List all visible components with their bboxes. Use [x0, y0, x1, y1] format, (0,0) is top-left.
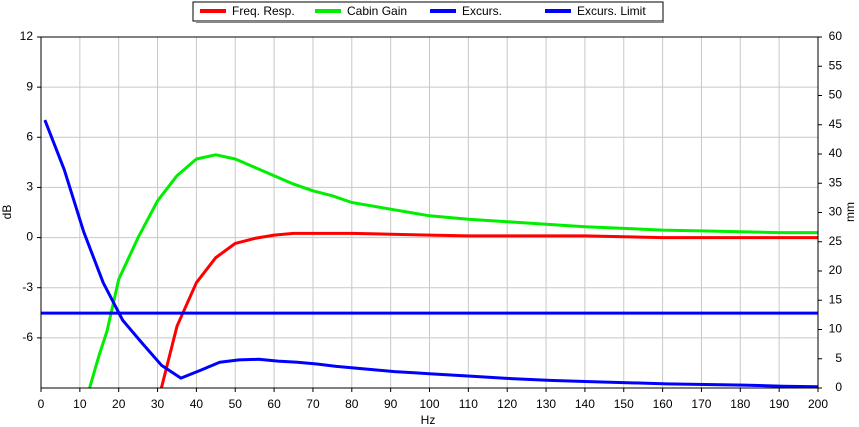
- legend-label: Excurs.: [462, 4, 502, 18]
- y2-tick-label: 60: [829, 29, 843, 43]
- y-tick-label: 6: [26, 129, 33, 143]
- x-tick-label: 70: [306, 397, 320, 411]
- x-tick-label: 140: [575, 397, 595, 411]
- x-tick-label: 190: [769, 397, 789, 411]
- series-line: [159, 231, 818, 389]
- x-axis-label: Hz: [421, 413, 436, 427]
- y-tick-label: 3: [26, 180, 33, 194]
- y2-tick-label: 15: [829, 292, 843, 306]
- y2-tick-label: 35: [829, 175, 843, 189]
- x-tick-label: 120: [497, 397, 517, 411]
- x-tick-label: 200: [808, 397, 828, 411]
- y-axis-label: dB: [0, 205, 14, 220]
- y2-tick-label: 5: [835, 351, 842, 365]
- y2-tick-label: 20: [829, 263, 843, 277]
- x-tick-label: 110: [459, 397, 478, 411]
- y2-tick-label: 0: [835, 380, 842, 394]
- y-tick-label: 9: [26, 79, 33, 93]
- y2-tick-label: 30: [829, 205, 843, 219]
- x-tick-label: 80: [345, 397, 359, 411]
- y2-tick-label: 40: [829, 146, 843, 160]
- y2-tick-label: 50: [829, 88, 843, 102]
- y-tick-label: 0: [26, 230, 33, 244]
- lines: [41, 119, 819, 389]
- y2-tick-label: 25: [829, 234, 843, 248]
- x-tick-label: 130: [536, 397, 556, 411]
- x-tick-label: 90: [384, 397, 398, 411]
- x-tick-label: 150: [614, 397, 634, 411]
- x-tick-label: 160: [653, 397, 673, 411]
- y2-tick-label: 55: [829, 58, 843, 72]
- y2-tick-label: 10: [829, 322, 843, 336]
- legend-label: Freq. Resp.: [232, 4, 295, 18]
- y2-axis-label: mm: [843, 202, 857, 222]
- x-tick-label: 50: [229, 397, 243, 411]
- y-tick-label: -3: [22, 280, 33, 294]
- x-tick-label: 40: [190, 397, 204, 411]
- x-tick-label: 170: [691, 397, 711, 411]
- legend-label: Cabin Gain: [347, 4, 407, 18]
- legend-label: Excurs. Limit: [577, 4, 646, 18]
- y-tick-label: 12: [20, 29, 34, 43]
- x-tick-label: 180: [730, 397, 750, 411]
- series-line: [43, 119, 819, 389]
- y2-tick-label: 45: [829, 117, 843, 131]
- x-tick-label: 100: [419, 397, 439, 411]
- x-tick-label: 30: [151, 397, 165, 411]
- x-tick-label: 60: [267, 397, 281, 411]
- x-tick-label: 0: [38, 397, 45, 411]
- x-tick-label: 20: [112, 397, 126, 411]
- series-line: [88, 153, 818, 389]
- x-tick-label: 10: [73, 397, 87, 411]
- grid: [40, 36, 819, 388]
- y-tick-label: -6: [22, 330, 33, 344]
